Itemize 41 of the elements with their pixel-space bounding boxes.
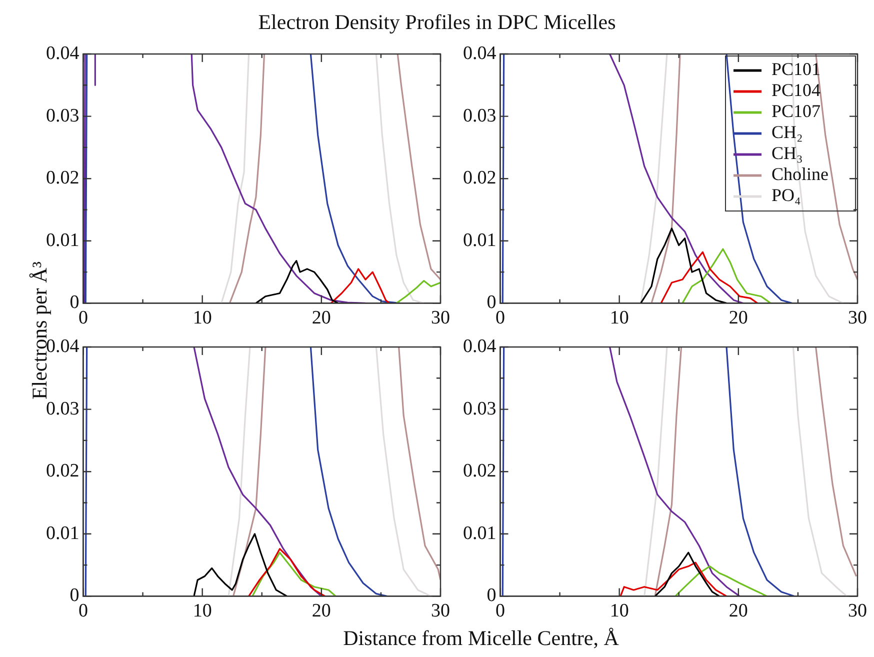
- y-tick-label: 0: [70, 292, 80, 314]
- x-tick-label: 10: [610, 600, 629, 622]
- legend-label: CH₂: [772, 122, 803, 142]
- y-tick-label: 0.01: [46, 522, 80, 544]
- x-tick-label: 20: [312, 308, 331, 329]
- x-tick-label: 20: [312, 600, 331, 622]
- y-tick-label: 0.02: [463, 460, 496, 482]
- legend-label: Choline: [772, 164, 829, 184]
- y-tick-label: 0.04: [46, 336, 80, 357]
- x-axis-title: Distance from Micelle Centre, Å: [342, 626, 620, 651]
- y-tick-label: 0.02: [46, 168, 80, 189]
- y-tick-label: 0.04: [463, 42, 497, 64]
- y-tick-label: 0.03: [463, 105, 496, 126]
- x-tick-label: 30: [431, 308, 450, 329]
- y-tick-label: 0.03: [463, 398, 496, 420]
- x-tick-label: 20: [728, 308, 748, 329]
- y-tick-label: 0.04: [463, 336, 497, 357]
- y-tick-label: 0.03: [46, 398, 80, 420]
- x-tick-label: 10: [610, 308, 629, 329]
- legend-label: CH₃: [772, 143, 803, 164]
- y-tick-label: 0.03: [46, 105, 80, 126]
- x-tick-label: 10: [192, 308, 212, 329]
- x-tick-label: 30: [848, 600, 867, 622]
- chart-title: Electron Density Profiles in DPC Micelles: [257, 10, 617, 35]
- y-tick-label: 0.02: [463, 168, 496, 189]
- y-tick-label: 0.01: [463, 230, 496, 251]
- y-tick-label: 0.02: [46, 460, 80, 482]
- x-tick-label: 30: [431, 600, 450, 622]
- y-tick-label: 0: [70, 585, 80, 606]
- y-tick-label: 0: [486, 292, 496, 314]
- y-tick-label: 0.01: [463, 522, 496, 544]
- legend-label: PC104: [772, 80, 821, 100]
- y-tick-label: 0: [486, 585, 496, 606]
- legend-label: PO₄: [772, 185, 801, 206]
- x-tick-label: 20: [728, 600, 748, 622]
- x-tick-label: 30: [848, 308, 867, 329]
- legend-label: PC101: [772, 59, 821, 80]
- y-tick-label: 0.04: [46, 42, 80, 64]
- y-tick-label: 0.01: [46, 230, 80, 251]
- legend-label: PC107: [772, 101, 821, 122]
- x-tick-label: 10: [192, 600, 212, 622]
